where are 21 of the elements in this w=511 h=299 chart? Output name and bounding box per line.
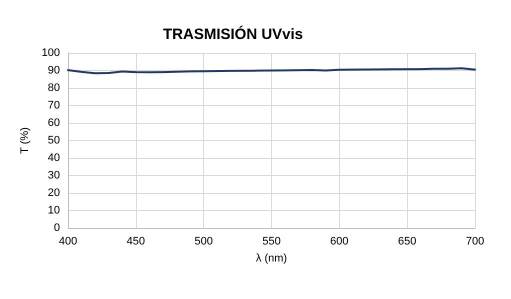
x-tick-label: 400 <box>58 236 78 248</box>
x-tick-label: 450 <box>126 236 146 248</box>
y-tick-label: 20 <box>48 187 60 199</box>
x-axis-title: λ (nm) <box>256 252 288 264</box>
y-tick-label: 60 <box>48 117 60 129</box>
y-tick-label: 10 <box>48 204 60 216</box>
x-tick-label: 650 <box>398 236 416 248</box>
y-tick-label: 50 <box>48 134 60 146</box>
y-tick-label: 90 <box>48 64 60 76</box>
y-tick-label: 70 <box>48 100 60 112</box>
x-tick-label: 600 <box>330 236 349 248</box>
y-tick-label: 80 <box>48 82 60 94</box>
chart-title: TRASMISIÓN UVvis <box>163 25 304 43</box>
y-axis-title: T (%) <box>19 127 32 154</box>
y-tick-label: 100 <box>42 47 60 59</box>
y-tick-label: 30 <box>48 170 60 182</box>
y-tick-label: 40 <box>48 152 60 164</box>
y-tick-label: 0 <box>54 222 60 234</box>
x-tick-label: 500 <box>194 236 213 248</box>
x-tick-label: 700 <box>466 236 484 248</box>
x-tick-label: 550 <box>262 236 281 248</box>
